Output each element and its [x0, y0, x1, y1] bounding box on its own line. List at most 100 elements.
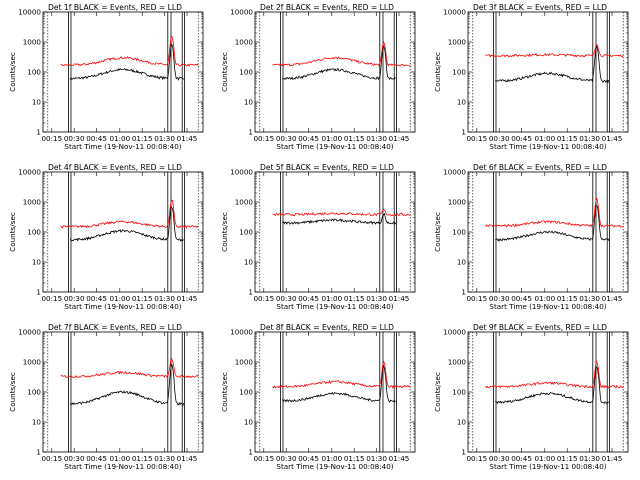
y-axis-label: Counts/sec	[220, 372, 229, 412]
y-tick-label: 100	[452, 228, 466, 237]
y-axis-label: Counts/sec	[220, 52, 229, 92]
y-tick-label: 1	[248, 288, 253, 297]
x-tick-label: 01:30	[154, 294, 175, 303]
series-line-events	[282, 364, 396, 403]
y-tick-label: 10000	[18, 8, 41, 17]
x-tick-label: 00:15	[466, 134, 487, 143]
y-tick-label: 10000	[443, 168, 466, 177]
x-tick-label: 01:00	[534, 294, 555, 303]
x-tick-label: 01:00	[321, 134, 342, 143]
chart-title: Det 3f BLACK = Events, RED = LLD	[473, 3, 607, 12]
plot-frame	[467, 11, 629, 133]
chart-title: Det 4f BLACK = Events, RED = LLD	[48, 163, 182, 172]
x-tick-label: 01:15	[344, 454, 365, 463]
series-line-lld	[485, 43, 624, 58]
x-tick-label: 00:15	[41, 294, 62, 303]
y-tick-label: 10000	[230, 168, 253, 177]
y-tick-label: 100	[452, 68, 466, 77]
x-tick-label: 01:45	[177, 454, 198, 463]
series-line-lld	[272, 360, 411, 389]
x-tick-label: 00:15	[253, 454, 274, 463]
series-line-events	[70, 363, 185, 406]
x-axis-label: Start Time (19-Nov-11 00:08:40)	[64, 302, 181, 311]
plot-frame	[254, 331, 416, 453]
x-tick-label: 01:45	[177, 134, 198, 143]
y-tick-label: 100	[239, 228, 253, 237]
y-tick-label: 1000	[235, 198, 254, 207]
chart-title: Det 7f BLACK = Events, RED = LLD	[48, 323, 182, 332]
x-tick-label: 00:45	[511, 454, 532, 463]
x-tick-label: 01:30	[579, 294, 600, 303]
plot-frame	[42, 11, 204, 133]
panel-9: Det 9f BLACK = Events, RED = LLD 1 10 100 10…	[433, 323, 629, 471]
panel-5: Det 5f BLACK = Events, RED = LLD 1 10 100 10…	[220, 163, 416, 311]
y-tick-label: 1000	[448, 38, 467, 47]
y-tick-label: 1000	[23, 358, 42, 367]
y-tick-label: 10000	[230, 8, 253, 17]
y-tick-label: 100	[239, 388, 253, 397]
x-tick-label: 01:30	[366, 454, 387, 463]
x-tick-label: 00:45	[298, 454, 319, 463]
series-line-lld	[272, 208, 411, 217]
x-tick-label: 00:15	[41, 454, 62, 463]
y-axis-label: Counts/sec	[433, 212, 442, 252]
y-tick-label: 1000	[235, 38, 254, 47]
chart-title: Det 2f BLACK = Events, RED = LLD	[260, 3, 394, 12]
plot-frame	[254, 171, 416, 293]
plot-frame	[42, 171, 204, 293]
y-tick-label: 100	[452, 388, 466, 397]
x-tick-label: 01:15	[557, 454, 578, 463]
y-tick-label: 1	[461, 448, 466, 457]
x-tick-label: 00:30	[276, 454, 297, 463]
x-tick-label: 01:30	[154, 454, 175, 463]
series-line-events	[281, 45, 396, 81]
x-axis-label: Start Time (19-Nov-11 00:08:40)	[489, 142, 606, 151]
y-tick-label: 10	[244, 418, 254, 427]
x-tick-label: 00:30	[64, 134, 85, 143]
y-tick-label: 100	[27, 228, 41, 237]
x-tick-label: 00:45	[86, 294, 107, 303]
y-tick-label: 10000	[18, 168, 41, 177]
y-tick-label: 100	[27, 68, 41, 77]
x-tick-label: 01:00	[534, 134, 555, 143]
x-axis-label: Start Time (19-Nov-11 00:08:40)	[276, 142, 393, 151]
x-tick-label: 00:45	[86, 454, 107, 463]
x-tick-label: 01:45	[389, 294, 410, 303]
y-axis-label: Counts/sec	[220, 212, 229, 252]
chart-title: Det 5f BLACK = Events, RED = LLD	[260, 163, 394, 172]
series-line-lld	[272, 40, 411, 67]
x-tick-label: 00:45	[298, 134, 319, 143]
panel-7: Det 7f BLACK = Events, RED = LLD 1 10 100 10…	[8, 323, 204, 471]
x-tick-label: 01:15	[557, 294, 578, 303]
y-tick-label: 1000	[23, 198, 42, 207]
x-tick-label: 01:15	[344, 294, 365, 303]
x-tick-label: 01:30	[579, 454, 600, 463]
x-tick-label: 00:30	[64, 454, 85, 463]
series-line-events	[69, 43, 184, 81]
x-tick-label: 01:30	[154, 134, 175, 143]
y-tick-label: 10000	[443, 8, 466, 17]
y-axis-label: Counts/sec	[8, 52, 17, 92]
x-axis-label: Start Time (19-Nov-11 00:08:40)	[276, 462, 393, 471]
plot-frame	[254, 11, 416, 133]
y-tick-label: 10	[32, 258, 42, 267]
x-tick-label: 01:45	[389, 134, 410, 143]
panel-6: Det 6f BLACK = Events, RED = LLD 1 10 100 10…	[433, 163, 629, 311]
y-tick-label: 1000	[235, 358, 254, 367]
x-axis-label: Start Time (19-Nov-11 00:08:40)	[489, 302, 606, 311]
x-tick-label: 01:30	[366, 134, 387, 143]
panel-2: Det 2f BLACK = Events, RED = LLD 1 10 100 10…	[220, 3, 416, 151]
y-axis-label: Counts/sec	[433, 52, 442, 92]
y-tick-label: 100	[239, 68, 253, 77]
panel-4: Det 4f BLACK = Events, RED = LLD 1 10 100 10…	[8, 163, 204, 311]
chart-title: Det 9f BLACK = Events, RED = LLD	[473, 323, 607, 332]
series-line-lld	[60, 357, 199, 378]
panel-8: Det 8f BLACK = Events, RED = LLD 1 10 100 10…	[220, 323, 416, 471]
y-tick-label: 10	[244, 98, 254, 107]
x-tick-label: 01:45	[602, 454, 623, 463]
x-tick-label: 00:30	[276, 134, 297, 143]
x-tick-label: 01:45	[177, 294, 198, 303]
x-tick-label: 01:30	[579, 134, 600, 143]
y-axis-label: Counts/sec	[8, 212, 17, 252]
series-line-lld	[485, 360, 624, 389]
